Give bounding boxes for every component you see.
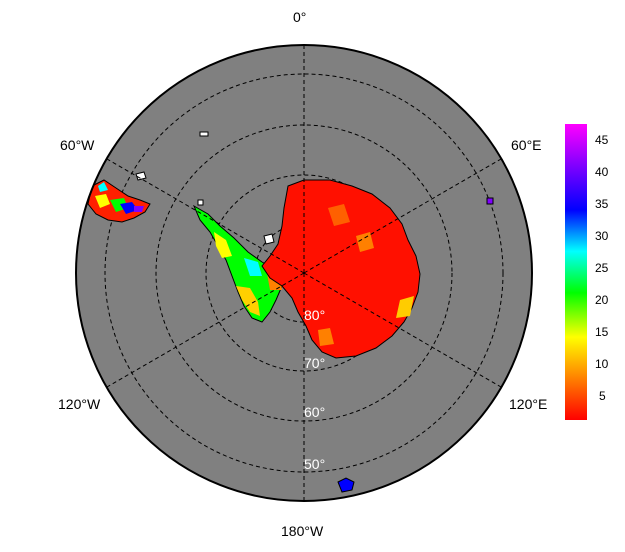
colorbar-tick: 45	[595, 133, 609, 147]
sub-antarctic-islands	[135, 131, 494, 493]
map-border	[75, 44, 533, 502]
lon-label-120w: 120°W	[58, 396, 101, 412]
colorbar-tick: 40	[595, 165, 609, 179]
meridian-120e	[303, 272, 502, 388]
meridian-120w	[106, 272, 305, 388]
lat-label-80: 80°	[304, 307, 326, 323]
colorbar-tick: 5	[599, 389, 606, 403]
south-america-tip	[87, 179, 151, 223]
longitude-graticule	[106, 45, 502, 501]
antarctica-mainland	[261, 179, 421, 359]
lat-label-60: 60°	[304, 404, 326, 420]
lon-label-0: 0°	[293, 9, 307, 25]
colorbar-tick: 15	[595, 325, 609, 339]
colorbar-tick: 30	[595, 229, 609, 243]
lon-label-180w: 180°W	[281, 523, 324, 539]
meridian-60e	[303, 158, 502, 274]
meridian-60w	[106, 158, 305, 274]
colorbar-tick: 35	[595, 197, 609, 211]
colorbar-tick: 10	[595, 357, 609, 371]
lon-label-60w: 60°W	[60, 137, 95, 153]
colorbar-tick: 25	[595, 261, 609, 275]
colorbar	[565, 124, 587, 420]
colorbar-tick: 20	[595, 293, 609, 307]
lat-label-50: 50°	[304, 456, 326, 472]
lon-label-60e: 60°E	[511, 137, 542, 153]
lat-label-70: 70°	[304, 355, 326, 371]
lat-50-circle	[104, 73, 504, 473]
lon-label-120e: 120°E	[509, 396, 548, 412]
